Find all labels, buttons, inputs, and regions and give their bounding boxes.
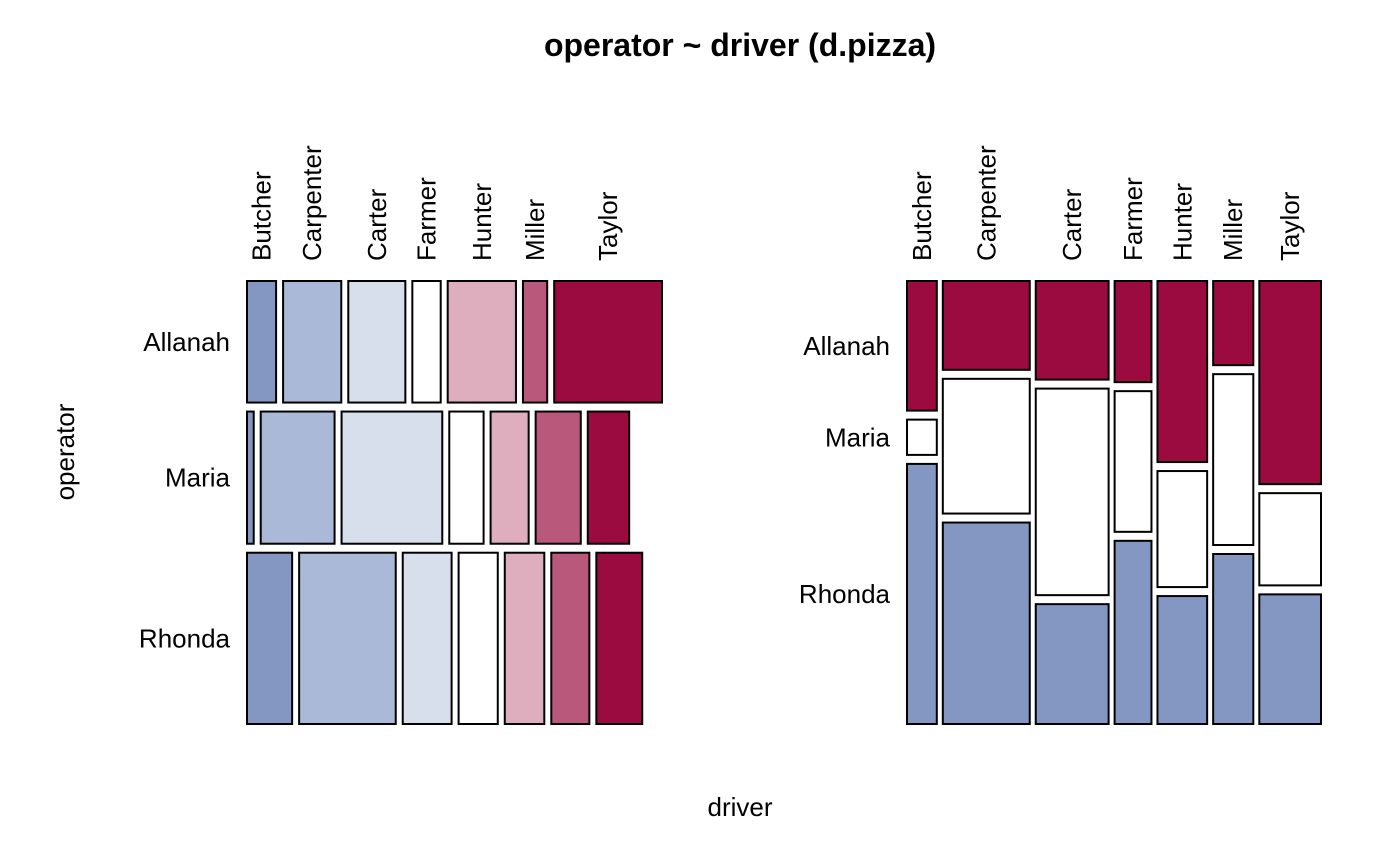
left-row-label-rhonda: Rhonda xyxy=(139,623,231,653)
left-column-label-miller: Miller xyxy=(520,199,550,261)
tile-right-hunter-maria xyxy=(1156,470,1209,589)
tile-left-maria-carter xyxy=(340,410,444,545)
tile-left-maria-miller xyxy=(534,410,582,545)
right-column-label-farmer: Farmer xyxy=(1118,177,1148,261)
tile-right-taylor-rhonda xyxy=(1258,593,1322,725)
left-column-label-carter: Carter xyxy=(362,188,392,261)
tile-left-rhonda-hunter xyxy=(503,551,546,725)
tile-right-butcher-rhonda xyxy=(906,462,938,725)
tile-right-miller-rhonda xyxy=(1212,553,1255,725)
tile-right-carter-allanah xyxy=(1034,280,1110,381)
tile-right-hunter-allanah xyxy=(1156,280,1209,464)
tile-right-carpenter-maria xyxy=(941,377,1031,515)
tile-right-miller-allanah xyxy=(1212,280,1255,367)
tile-left-rhonda-farmer xyxy=(457,551,499,725)
tile-right-farmer-maria xyxy=(1113,390,1153,533)
right-mosaic-panel: Butcher Carpenter Carter Farmer Hunter Miller… xyxy=(799,145,1322,726)
tile-left-allanah-farmer xyxy=(411,280,442,404)
tile-left-maria-taylor xyxy=(586,410,631,545)
right-column-label-carter: Carter xyxy=(1057,188,1087,261)
tile-left-allanah-carter xyxy=(347,280,407,404)
chart-title: operator ~ driver (d.pizza) xyxy=(544,27,936,63)
tile-right-miller-maria xyxy=(1212,373,1255,546)
left-mosaic-panel: Butcher Carpenter Carter Farmer Hunter Miller… xyxy=(139,145,663,725)
tile-right-taylor-allanah xyxy=(1258,280,1322,486)
tile-left-maria-farmer xyxy=(448,410,485,545)
tile-left-rhonda-carpenter xyxy=(298,551,397,725)
y-axis-title: operator xyxy=(50,403,80,500)
tile-left-maria-hunter xyxy=(489,410,530,545)
right-row-label-allanah: Allanah xyxy=(803,331,890,361)
tile-left-rhonda-butcher xyxy=(246,551,294,725)
tile-left-maria-butcher xyxy=(246,410,255,545)
tile-right-carpenter-rhonda xyxy=(941,521,1031,725)
right-row-label-rhonda: Rhonda xyxy=(799,579,891,609)
left-row-label-maria: Maria xyxy=(165,463,231,493)
tile-right-hunter-rhonda xyxy=(1156,595,1209,726)
left-column-label-hunter: Hunter xyxy=(467,183,497,261)
tile-left-allanah-carpenter xyxy=(282,280,343,404)
tile-right-butcher-allanah xyxy=(906,280,938,412)
tile-left-allanah-miller xyxy=(521,280,549,404)
tile-left-allanah-taylor xyxy=(553,280,663,404)
right-column-label-butcher: Butcher xyxy=(907,171,937,261)
left-column-label-carpenter: Carpenter xyxy=(297,145,327,261)
tile-left-allanah-hunter xyxy=(446,280,517,404)
tile-right-butcher-maria xyxy=(906,418,938,456)
tile-left-rhonda-carter xyxy=(401,551,453,725)
left-column-label-taylor: Taylor xyxy=(593,191,623,261)
left-column-label-butcher: Butcher xyxy=(247,171,277,261)
right-row-label-maria: Maria xyxy=(825,422,891,452)
tile-right-farmer-rhonda xyxy=(1113,539,1153,726)
tile-right-carter-rhonda xyxy=(1034,603,1110,726)
x-axis-title: driver xyxy=(707,792,772,822)
tile-right-farmer-allanah xyxy=(1113,280,1153,384)
tile-right-carter-maria xyxy=(1034,387,1110,597)
right-column-label-taylor: Taylor xyxy=(1275,191,1305,261)
right-column-label-carpenter: Carpenter xyxy=(971,145,1001,261)
tile-left-allanah-butcher xyxy=(246,280,278,404)
tile-left-maria-carpenter xyxy=(259,410,336,545)
right-column-label-miller: Miller xyxy=(1218,199,1248,261)
tile-left-rhonda-taylor xyxy=(595,551,644,725)
left-column-label-farmer: Farmer xyxy=(412,177,442,261)
tile-right-taylor-maria xyxy=(1258,492,1322,587)
right-column-label-hunter: Hunter xyxy=(1167,183,1197,261)
left-row-label-allanah: Allanah xyxy=(143,327,230,357)
tile-right-carpenter-allanah xyxy=(941,280,1031,371)
tile-left-rhonda-miller xyxy=(550,551,591,725)
